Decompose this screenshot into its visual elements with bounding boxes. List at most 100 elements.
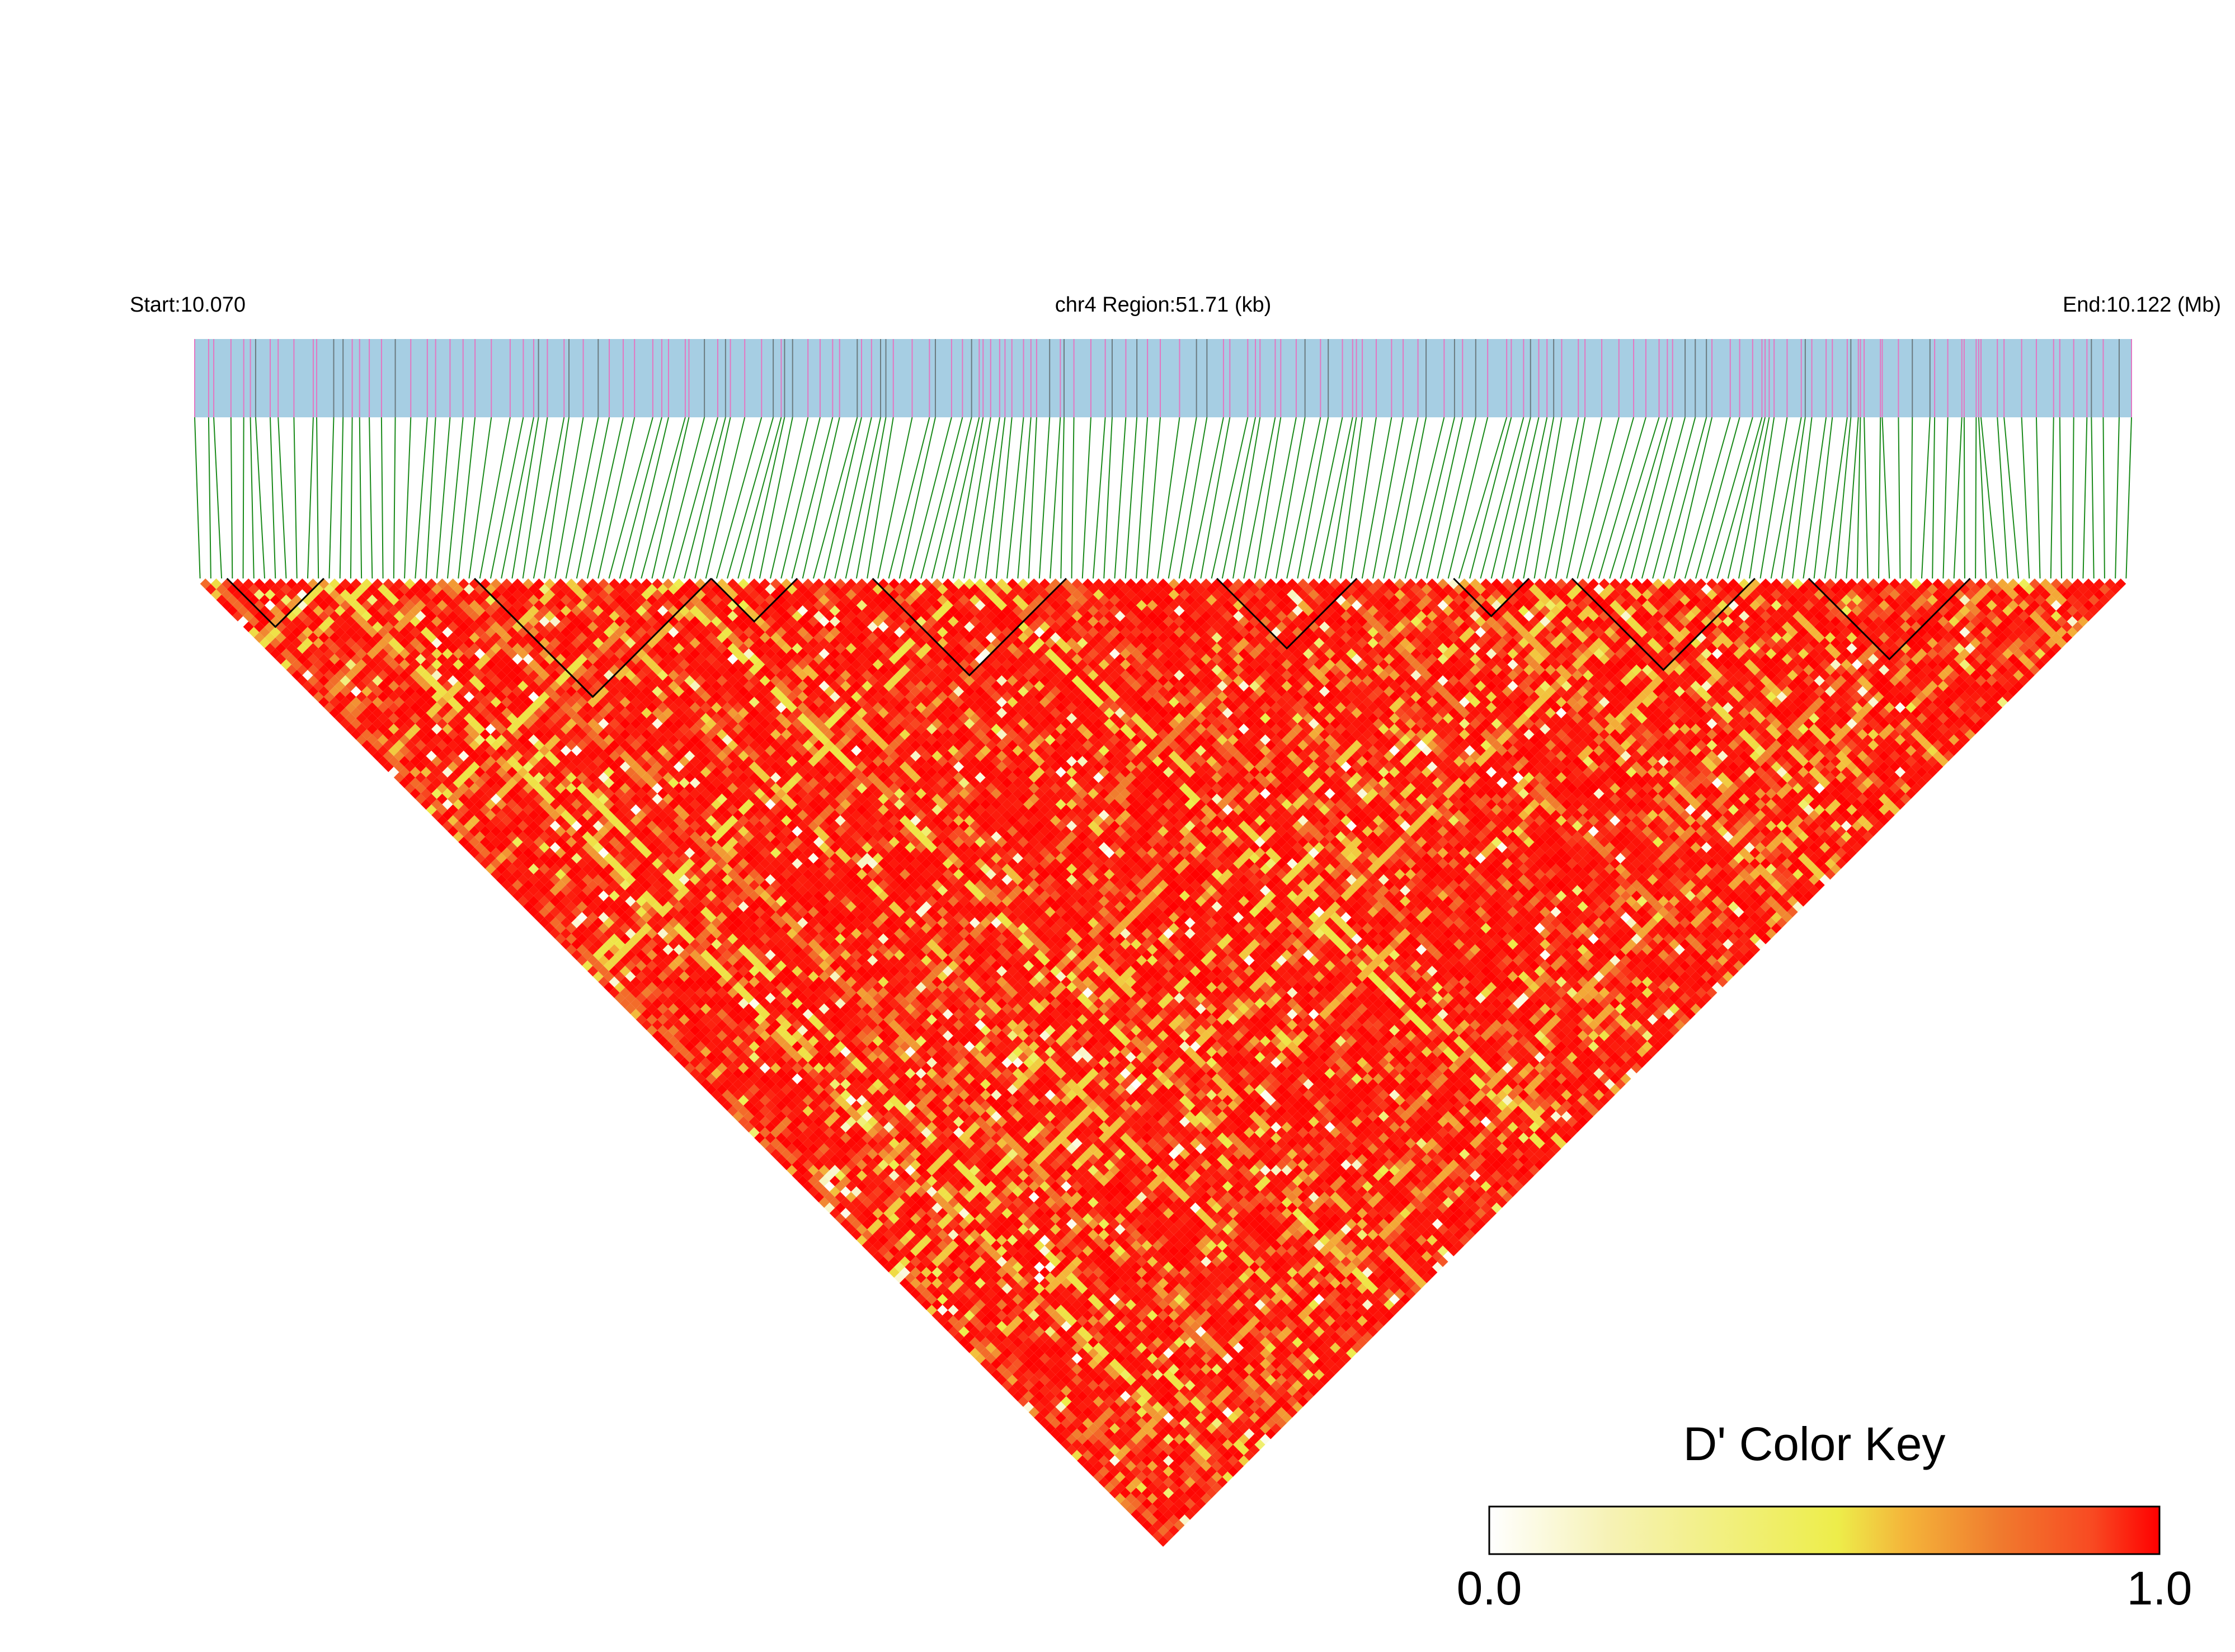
ld-cell: [463, 820, 475, 831]
ld-cell: [265, 643, 276, 654]
ld-cell: [662, 1019, 674, 1030]
snp-connector-line: [1673, 417, 1713, 579]
ld-cell: [463, 809, 475, 821]
snp-connector-line: [2035, 417, 2041, 579]
snp-connector-line: [1932, 417, 1936, 579]
ld-cell: [1125, 1482, 1136, 1493]
ld-cell: [453, 820, 464, 831]
ld-cell: [824, 1181, 835, 1192]
snp-connector-line: [468, 417, 492, 579]
ld-cell: [512, 879, 523, 891]
ld-cell: [840, 1197, 851, 1208]
ld-cell: [1066, 1423, 1077, 1434]
snp-connector-line: [1803, 417, 1827, 579]
snp-connector-line: [490, 417, 524, 579]
ld-cell: [243, 578, 254, 590]
ld-cell: [1104, 1482, 1115, 1493]
ld-cell: [722, 1068, 733, 1079]
ld-cell: [802, 1149, 813, 1160]
ld-cell: [345, 680, 356, 691]
snp-connector-line: [208, 417, 211, 579]
ld-cell: [372, 740, 383, 751]
ld-cell: [1023, 1380, 1034, 1391]
ld-cell: [496, 863, 507, 874]
ld-cell: [544, 879, 556, 891]
ld-cell: [426, 783, 437, 794]
snp-connector-line: [1028, 417, 1037, 579]
ld-cell: [442, 799, 453, 810]
snp-connector-line: [1813, 417, 1833, 579]
snp-connector-line: [1759, 417, 1788, 579]
ld-cell: [1082, 1449, 1093, 1461]
ld-cell: [1104, 1471, 1115, 1482]
ld-cell: [781, 1127, 792, 1138]
ld-cell: [453, 809, 464, 821]
ld-cell: [1174, 1519, 1185, 1531]
snp-connector-line: [269, 417, 276, 579]
ld-cell: [200, 578, 211, 590]
ld-cell: [270, 637, 281, 649]
snp-connector-line: [415, 417, 428, 579]
snp-connector-line: [1243, 417, 1276, 579]
snp-connector-line: [350, 417, 353, 579]
ld-cell: [361, 718, 373, 729]
ld-cell: [512, 890, 523, 901]
ld-cell: [942, 1321, 953, 1332]
ld-cell: [743, 1111, 755, 1122]
ld-cell: [442, 788, 453, 799]
ld-cell: [275, 632, 286, 643]
ld-cell: [335, 691, 346, 703]
snp-connector-line: [974, 417, 1000, 579]
ld-cell: [921, 1288, 932, 1300]
snp-connector-line: [1641, 417, 1686, 579]
ld-cell: [453, 788, 464, 799]
ld-cell: [942, 1288, 953, 1300]
ld-cell: [253, 621, 265, 633]
ld-cell: [1082, 1461, 1093, 1472]
snp-connector-line: [1695, 417, 1740, 579]
ld-cell: [533, 901, 545, 912]
snp-connector-line: [2125, 417, 2132, 579]
ld-triangle: [200, 578, 2126, 1547]
ld-cell: [222, 578, 233, 590]
ld-cell: [426, 761, 437, 773]
snp-connector-line: [1856, 417, 1861, 579]
ld-cell: [393, 761, 405, 773]
snp-track-background: [195, 339, 2132, 417]
ld-cell: [323, 680, 335, 691]
snp-connector-line: [1749, 417, 1775, 579]
snp-connector-line: [1587, 417, 1635, 579]
ld-cell: [404, 761, 416, 773]
ld-cell: [426, 772, 437, 783]
ld-cell: [1001, 1380, 1013, 1391]
ld-cell: [662, 1041, 674, 1052]
ld-cell: [964, 1321, 975, 1332]
ld-cell: [404, 772, 416, 783]
ld-cell: [533, 879, 545, 891]
snp-connector-line: [1372, 417, 1404, 579]
ld-cell: [722, 1089, 733, 1100]
ld-cell: [280, 648, 292, 660]
snp-connector-line: [359, 417, 363, 579]
ld-cell: [743, 1089, 755, 1100]
ld-cell: [485, 820, 496, 831]
ld-cell: [291, 627, 303, 638]
snp-connector-line: [597, 417, 636, 579]
ld-cell: [431, 777, 443, 789]
ld-cell: [598, 955, 609, 966]
snp-connector-line: [641, 417, 686, 579]
ld-cell: [280, 659, 292, 670]
snp-connector-line: [1458, 417, 1508, 579]
snp-connector-line: [1910, 417, 1913, 579]
ld-cell: [781, 1138, 792, 1149]
snp-connector-line: [759, 417, 793, 579]
snp-connector-line: [1351, 417, 1377, 579]
snp-connector-line: [1716, 417, 1763, 579]
snp-connector-line: [458, 417, 476, 579]
snp-connector-line: [501, 417, 534, 579]
ld-cell: [662, 1009, 674, 1020]
snp-connector-line: [834, 417, 872, 579]
ld-cell: [506, 853, 517, 864]
snp-connector-line: [1980, 417, 1998, 579]
ld-cell: [372, 750, 383, 761]
